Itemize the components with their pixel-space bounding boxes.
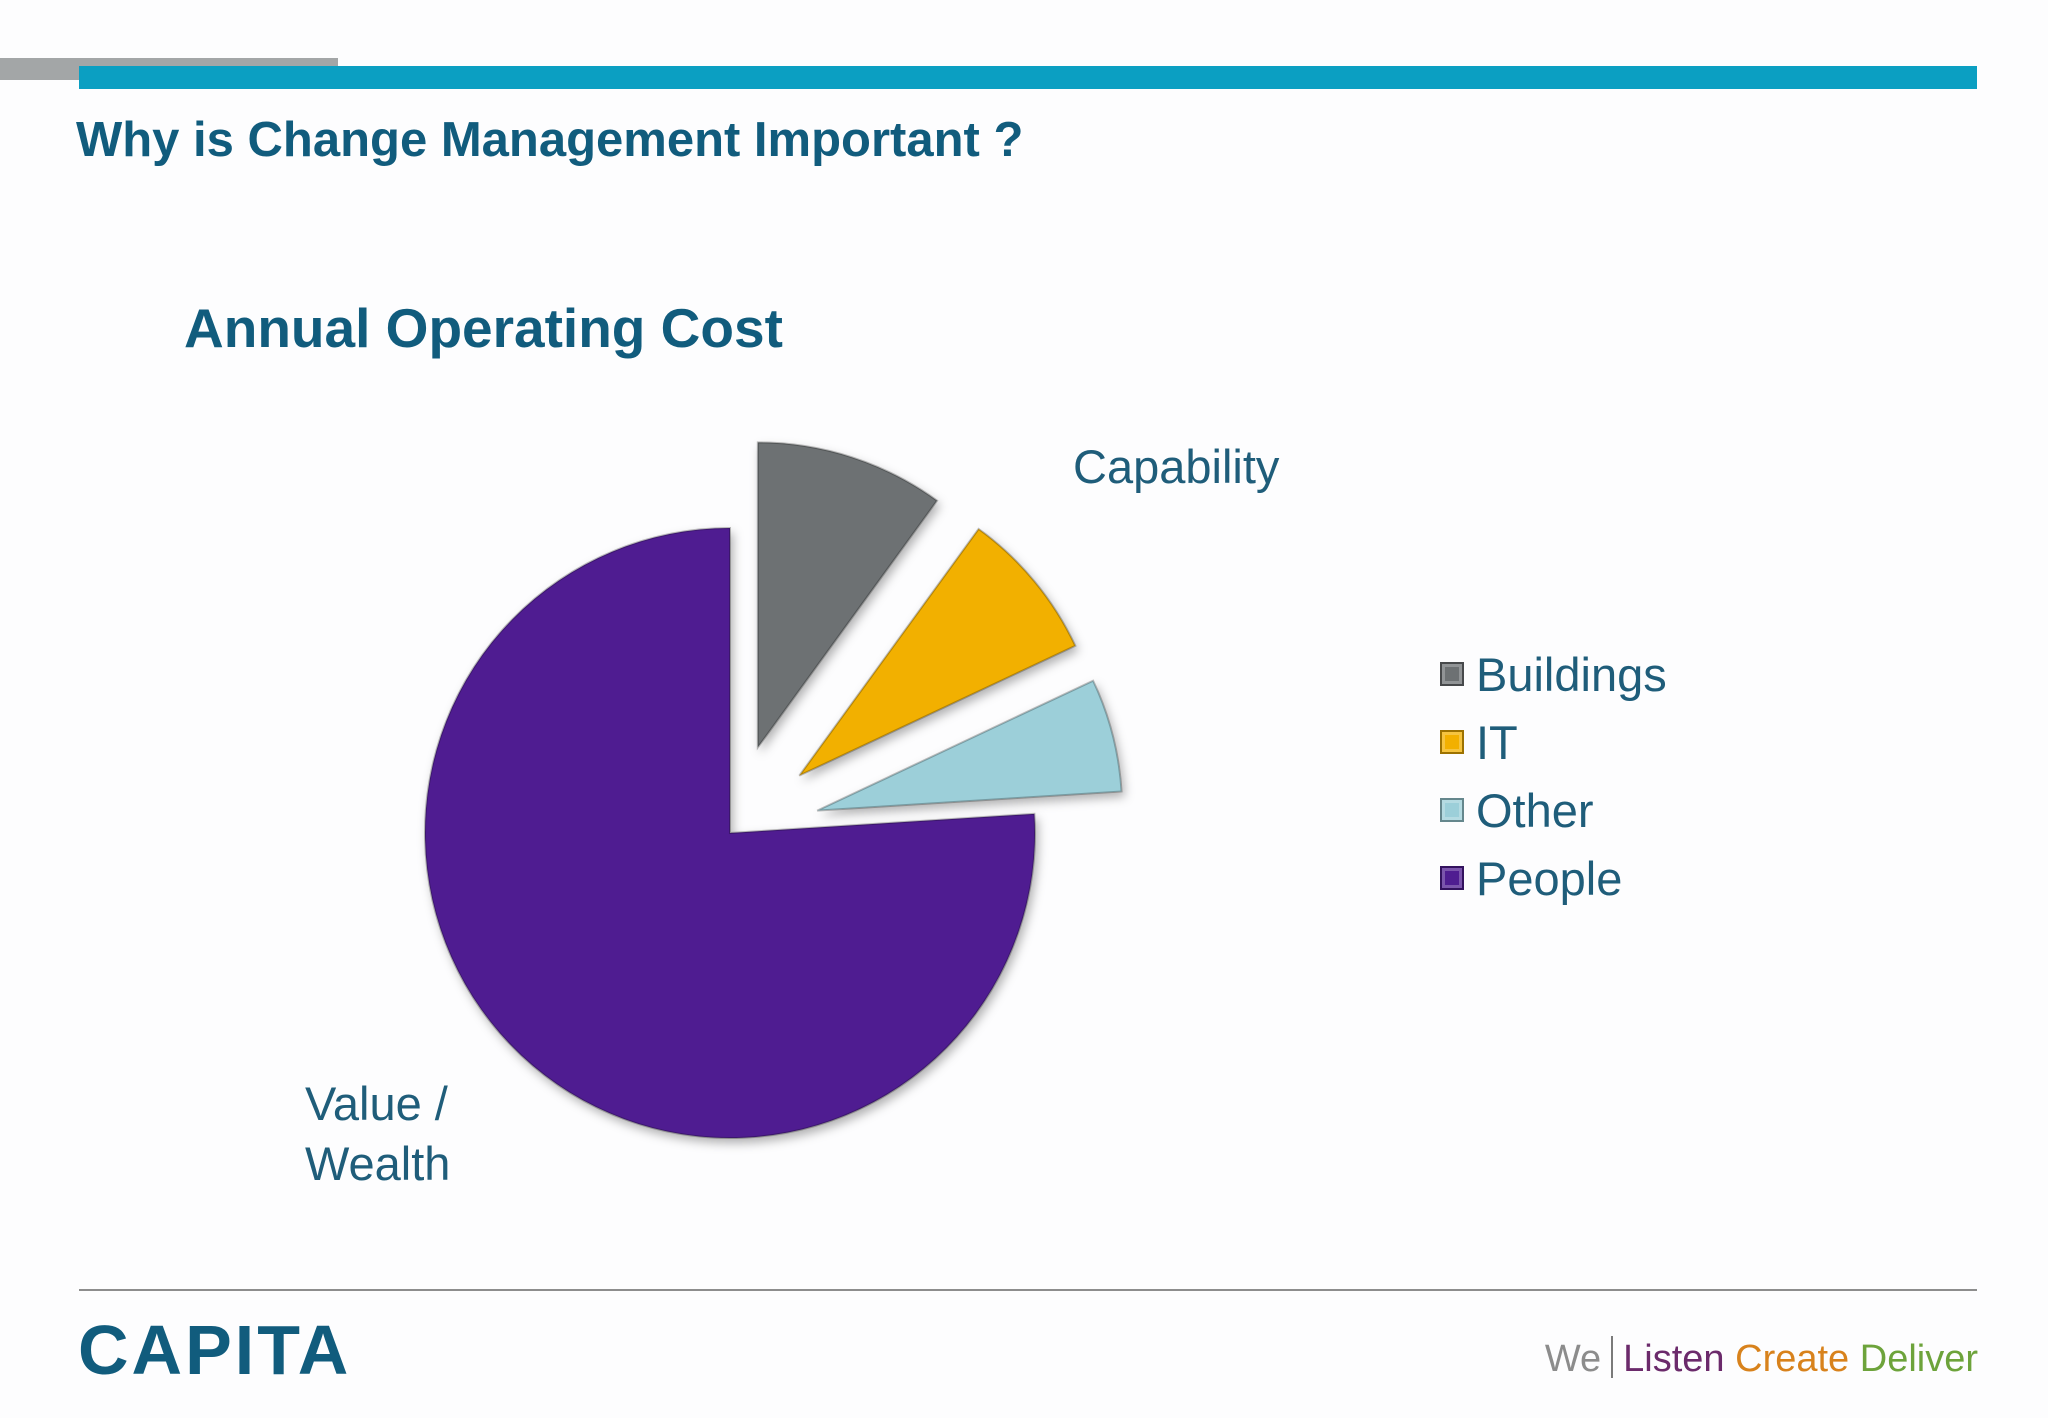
legend-item-it: IT [1440,708,1667,776]
tagline-deliver: Deliver [1859,1338,1978,1380]
value-annotation-line2: Wealth [305,1137,451,1190]
legend-swatch-other [1440,798,1464,822]
legend-item-other: Other [1440,776,1667,844]
legend-swatch-people [1440,866,1464,890]
slice-people [424,526,1036,1139]
tagline-listen: Listen [1623,1338,1725,1380]
legend-label-buildings: Buildings [1476,647,1667,701]
legend-label-it: IT [1476,715,1518,769]
legend-swatch-it [1440,730,1464,754]
capability-annotation: Capability [1073,440,1280,493]
capita-logo: CAPITA [78,1311,352,1389]
legend-swatch-buildings [1440,662,1464,686]
slice-buildings [756,441,939,751]
tagline-we: We [1544,1338,1602,1380]
tagline: We Listen Create Deliver [1545,1336,1978,1381]
slide-title: Why is Change Management Important ? [76,113,1024,167]
chart-legend: Buildings IT Other People [1440,640,1667,912]
value-annotation-line1: Value / [305,1077,448,1130]
slice-other [816,679,1123,812]
chart-title: Annual Operating Cost [184,297,783,359]
slice-it [798,527,1077,777]
footer-divider [79,1289,1977,1291]
legend-item-people: People [1440,844,1667,912]
header-accent-blue [79,66,1977,89]
tagline-create: Create [1735,1338,1850,1380]
legend-label-people: People [1476,851,1623,905]
tagline-separator [1611,1336,1614,1378]
legend-item-buildings: Buildings [1440,640,1667,708]
legend-label-other: Other [1476,783,1594,837]
